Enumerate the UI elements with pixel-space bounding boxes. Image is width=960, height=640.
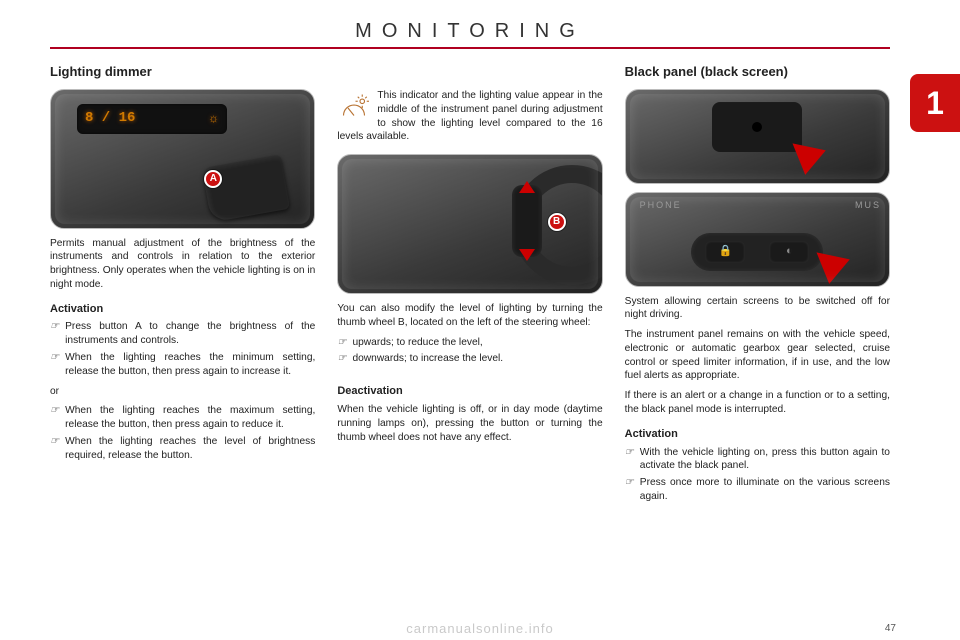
list-text: downwards; to increase the level.: [352, 352, 503, 366]
instrument-display: 8 / 16 ☼: [77, 104, 227, 134]
thumbwheel-control: [512, 185, 542, 257]
bullet-marker: ☞: [50, 404, 59, 432]
list-text: When the lighting reaches the minimum se…: [65, 351, 315, 379]
bp-activation-list: ☞With the vehicle lighting on, press thi…: [625, 446, 890, 504]
display-readout: 8 / 16: [85, 109, 135, 128]
arrow-up-icon: [519, 181, 535, 193]
arrow-down-icon: [519, 249, 535, 261]
thumbwheel-list: ☞ upwards; to reduce the level, ☞ downward…: [337, 336, 602, 367]
subheading-bp-activation: Activation: [625, 427, 890, 442]
content-columns: Lighting dimmer 8 / 16 ☼ A Permits manua…: [50, 63, 890, 510]
list-text: Press once more to illuminate on the var…: [640, 476, 890, 504]
column-lighting-dimmer: Lighting dimmer 8 / 16 ☼ A Permits manua…: [50, 63, 315, 510]
callout-badge-b: B: [548, 213, 566, 231]
info-block: This indicator and the lighting value ap…: [337, 89, 602, 144]
contrast-icon: ◐: [786, 244, 793, 259]
list-item: ☞With the vehicle lighting on, press thi…: [625, 446, 890, 474]
figure-black-panel-bottom: PHONE MUS 🔒 ◐: [625, 192, 890, 287]
page-title: MONITORING: [50, 20, 890, 43]
list-item: ☞ upwards; to reduce the level,: [337, 336, 602, 350]
bp-paragraph-1: System allowing certain screens to be sw…: [625, 295, 890, 323]
bullet-marker: ☞: [50, 320, 59, 348]
gauge-sun-svg: [339, 93, 369, 123]
deactivation-paragraph: When the vehicle lighting is off, or in …: [337, 403, 602, 444]
list-text: Press button A to change the brightness …: [65, 320, 315, 348]
column-indicator: This indicator and the lighting value ap…: [337, 63, 602, 510]
panel-dot: [752, 122, 762, 132]
brightness-icon: ☼: [208, 110, 219, 126]
section-heading-black-panel: Black panel (black screen): [625, 63, 890, 81]
list-item: ☞Press once more to illuminate on the va…: [625, 476, 890, 504]
bullet-marker: ☞: [337, 336, 346, 350]
figure-dimmer-stalk: 8 / 16 ☼ A: [50, 89, 315, 229]
phone-label: PHONE: [640, 199, 682, 211]
activation-list-2: ☞When the lighting reaches the maximum s…: [50, 404, 315, 462]
list-text: With the vehicle lighting on, press this…: [640, 446, 890, 474]
header-rule: [50, 47, 890, 49]
section-heading-lighting-dimmer: Lighting dimmer: [50, 63, 315, 81]
list-text: When the lighting reaches the maximum se…: [65, 404, 315, 432]
lock-icon: 🔒: [718, 244, 732, 259]
list-item: ☞When the lighting reaches the maximum s…: [50, 404, 315, 432]
chapter-tab: 1: [910, 74, 960, 132]
column-black-panel: Black panel (black screen) PHONE MUS 🔒 ◐…: [625, 63, 890, 510]
stalk-control: [202, 154, 290, 222]
intro-paragraph: Permits manual adjustment of the brightn…: [50, 237, 315, 292]
figure-black-panel-top: [625, 89, 890, 184]
callout-badge-a: A: [204, 170, 222, 188]
bullet-marker: ☞: [50, 351, 59, 379]
figure-thumbwheel: B: [337, 154, 602, 294]
contrast-button: ◐: [769, 241, 809, 263]
bullet-marker: ☞: [50, 435, 59, 463]
info-paragraph: This indicator and the lighting value ap…: [337, 89, 602, 144]
list-item: ☞When the lighting reaches the level of …: [50, 435, 315, 463]
list-item: ☞When the lighting reaches the minimum s…: [50, 351, 315, 379]
bullet-marker: ☞: [337, 352, 346, 366]
list-text: When the lighting reaches the level of b…: [65, 435, 315, 463]
or-separator: or: [50, 385, 315, 399]
list-text: upwards; to reduce the level,: [352, 336, 482, 350]
thumbwheel-paragraph: You can also modify the level of lightin…: [337, 302, 602, 330]
list-item: ☞Press button A to change the brightness…: [50, 320, 315, 348]
bp-paragraph-3: If there is an alert or a change in a fu…: [625, 389, 890, 417]
list-item: ☞ downwards; to increase the level.: [337, 352, 602, 366]
activation-list: ☞Press button A to change the brightness…: [50, 320, 315, 378]
lock-button: 🔒: [705, 241, 745, 263]
page-number: 47: [885, 623, 896, 634]
subheading-deactivation: Deactivation: [337, 384, 602, 399]
music-label: MUS: [855, 199, 881, 211]
subheading-activation: Activation: [50, 302, 315, 317]
bullet-marker: ☞: [625, 476, 634, 504]
button-bar: 🔒 ◐: [691, 233, 823, 271]
manual-page: MONITORING 1 Lighting dimmer 8 / 16 ☼ A …: [0, 0, 960, 640]
gauge-sun-icon: [337, 91, 371, 125]
center-panel-top: [712, 102, 802, 152]
bullet-marker: ☞: [625, 446, 634, 474]
bp-paragraph-2: The instrument panel remains on with the…: [625, 328, 890, 383]
watermark: carmanualsonline.info: [406, 621, 553, 636]
